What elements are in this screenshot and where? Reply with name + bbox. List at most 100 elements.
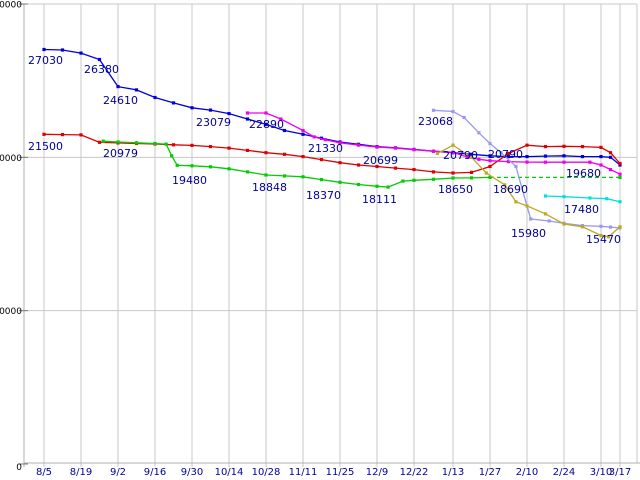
series-red-marker [319,158,324,162]
series-cyan-marker [588,196,592,200]
series-olive-marker [514,200,518,204]
point-value-label: 20790 [443,149,478,162]
series-green [101,139,492,189]
series-olive-marker [607,235,611,239]
series-blue-marker [608,155,613,159]
x-axis-tick-label: 9/16 [144,467,166,478]
y-axis-tick-label: 0 [16,463,22,473]
series-green-marker [116,140,120,144]
x-axis-tick-label: 2/10 [516,467,538,478]
series-periwinkle-marker [431,108,436,112]
x-axis-tick-label: 10/14 [215,467,244,478]
series-magenta-marker [393,146,398,150]
series-green-marker [319,178,324,182]
series-olive-marker [618,225,622,229]
series-periwinkle-marker [477,131,481,135]
series-magenta-marker [618,172,622,176]
series-red-marker [412,168,416,172]
series-blue-marker [562,154,566,158]
series-red-marker [171,143,176,147]
series-red-marker [245,148,250,152]
point-value-label: 18690 [493,183,528,196]
series-green-marker [164,142,168,146]
series-green-marker [451,176,455,180]
y-axis-tick-label: 20000 [0,154,22,164]
series-magenta-marker [301,128,305,133]
series-periwinkle-marker [599,224,603,228]
series-blue-marker [525,155,529,159]
series-magenta-marker [412,148,416,152]
series-magenta-marker [375,145,379,149]
series-magenta-marker [562,160,566,164]
y-axis-tick-label: 10000 [0,307,22,317]
series-red-marker [208,145,213,149]
series-cyan-marker [543,194,548,198]
series-magenta-marker [431,149,436,153]
point-value-label: 23079 [196,116,231,129]
series-green-marker [208,165,213,169]
series-green-marker [227,167,231,171]
series-green-dashed [490,175,622,179]
series-red-marker [97,140,102,144]
series-green-marker [386,185,390,189]
series-blue-marker [79,51,83,55]
series-periwinkle-marker [462,115,466,120]
series-blue-marker [153,95,157,100]
series-red-marker [301,155,305,159]
series-green-marker [175,163,179,167]
series-magenta-marker [356,143,361,147]
series-green-marker [153,141,157,146]
point-value-label: 18370 [306,189,341,202]
series-blue-marker [60,48,65,52]
x-axis-tick-label: 8/19 [70,467,92,478]
series-magenta-marker [245,111,250,115]
series-green-marker [101,139,105,143]
series-blue-marker [42,47,46,52]
series-magenta-marker [588,160,592,164]
series-green-marker [301,175,305,179]
series-magenta-marker [477,157,481,161]
series-olive-marker [469,155,474,159]
point-value-label: 24610 [103,94,138,107]
series-green-marker [356,182,361,187]
point-value-label: 20979 [103,147,138,160]
series-red-marker [375,164,379,169]
series-green-marker [134,141,139,145]
series-blue-marker [301,132,305,136]
point-value-label: 19680 [566,167,601,180]
series-green-dashed-marker [618,175,622,179]
series-magenta-marker [338,141,342,145]
point-value-label: 27030 [28,54,63,67]
series-red-marker [525,143,529,147]
x-axis-tick-label: 3/10 [590,467,612,478]
series-periwinkle-marker [488,141,492,146]
series-magenta-marker [506,160,511,164]
series-magenta-marker [323,138,327,142]
series-red-marker [608,151,613,155]
series-blue-marker [282,128,287,133]
series-red-marker [451,171,455,175]
series-cyan [543,194,622,204]
series-periwinkle-marker [514,164,518,169]
series-periwinkle-marker [608,225,613,229]
series-magenta-marker [608,168,613,172]
series-green-marker [170,154,174,158]
series-magenta-marker [466,155,470,159]
series-green-marker [190,164,194,168]
series-olive-marker [503,183,507,187]
y-axis-labels: 30000 20000 10000 0 [0,1,22,473]
series-cyan-marker [618,200,622,204]
series-green-marker [375,184,379,188]
series-magenta-marker [279,117,283,121]
series-blue-marker [97,57,102,62]
series-blue-marker [245,117,250,121]
axes [19,3,640,467]
series-blue-marker [543,154,548,158]
grid-lines [24,3,638,467]
series-red-marker [282,152,287,156]
series-red-marker [506,151,511,156]
series-red-marker [356,163,361,167]
series-magenta-marker [488,159,492,163]
series-red-marker [562,144,566,148]
